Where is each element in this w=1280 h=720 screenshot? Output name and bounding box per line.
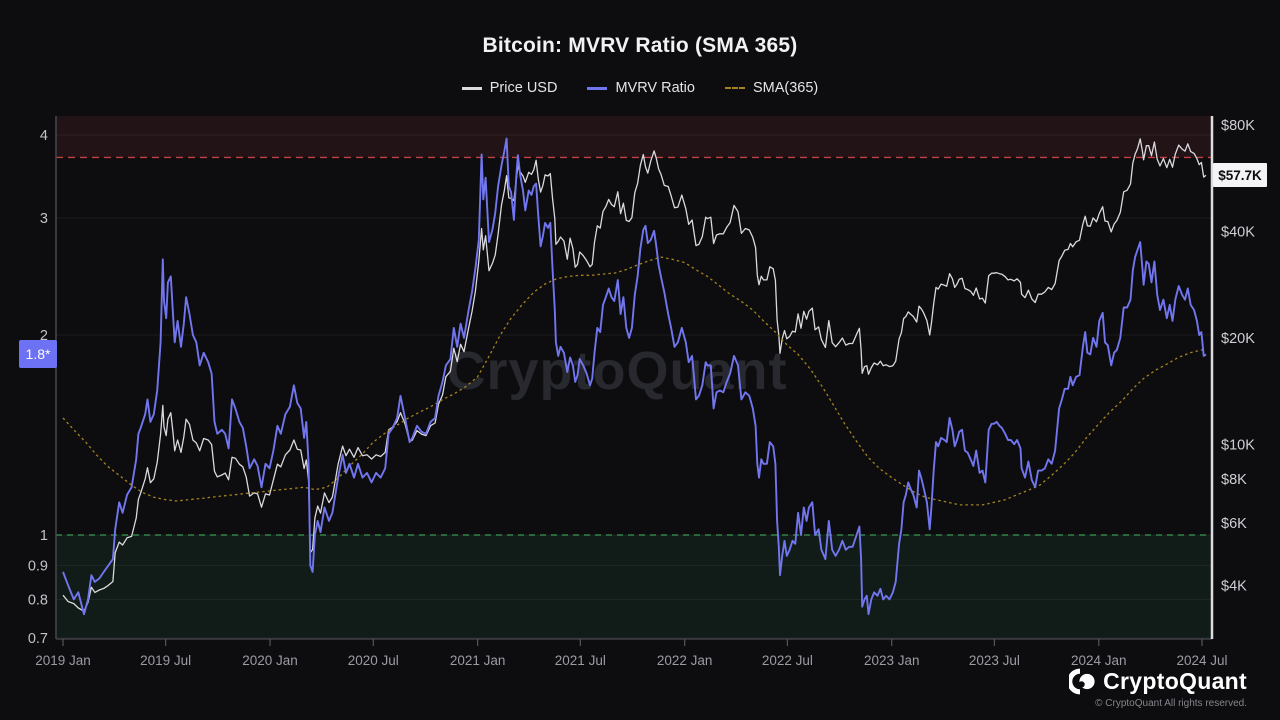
y-axis-left-tick-label: 0.7: [28, 631, 48, 647]
sma-line-swatch-icon: [724, 87, 745, 89]
y-axis-right-tick-label: $40K: [1221, 225, 1255, 241]
y-axis-left-tick-label: 3: [40, 211, 48, 227]
x-axis-tick-label: 2020 Jan: [242, 653, 298, 668]
y-axis-left-tick-label: 0.8: [28, 592, 48, 608]
legend-label-sma365: SMA(365): [752, 80, 819, 96]
y-axis-left-tick-label: 0.9: [28, 558, 48, 574]
y-axis-right-tick-label: $80K: [1221, 118, 1255, 134]
y-axis-left-tick-label: 4: [40, 128, 48, 144]
mvrv-current-value-badge: 1.8*: [19, 340, 57, 369]
x-axis-tick-label: 2024 Jan: [1071, 653, 1127, 668]
y-axis-right-tick-label: $10K: [1221, 438, 1255, 454]
x-axis-tick-label: 2021 Jan: [450, 653, 506, 668]
legend-item-mvrv-ratio[interactable]: MVRV Ratio: [587, 80, 695, 96]
y-axis-right-tick-label: $4K: [1221, 578, 1247, 594]
y-axis-right-tick-label: $6K: [1221, 516, 1247, 532]
mvrv-ratio-series-line: [62, 137, 1207, 616]
x-axis-tick-label: 2023 Jan: [864, 653, 920, 668]
sma365-series-line: [62, 256, 1207, 506]
x-axis-tick-label: 2021 Jul: [555, 653, 606, 668]
footer-brand-name: CryptoQuant: [1103, 668, 1247, 694]
x-axis-tick-label: 2019 Jan: [35, 653, 91, 668]
y-axis-left-tick-label: 2: [40, 328, 48, 344]
chart-legend: Price USD MVRV Ratio SMA(365): [0, 80, 1280, 96]
price-line-swatch-icon: [461, 86, 482, 90]
footer-brand-block: CryptoQuant © CryptoQuant All rights res…: [1069, 668, 1247, 709]
legend-item-sma365[interactable]: SMA(365): [724, 80, 819, 96]
x-axis-tick-label: 2022 Jan: [657, 653, 713, 668]
legend-item-price-usd[interactable]: Price USD: [461, 80, 558, 96]
x-axis-tick-label: 2022 Jul: [762, 653, 813, 668]
mvrv-line-swatch-icon: [587, 86, 608, 90]
footer-copyright: © CryptoQuant All rights reserved.: [1095, 698, 1247, 709]
cryptoquant-logo-icon: [1069, 668, 1095, 695]
x-axis-tick-label: 2020 Jul: [348, 653, 399, 668]
overvalued-band: [56, 116, 1212, 158]
price-current-value-badge: $57.7K: [1213, 163, 1267, 188]
undervalued-band: [56, 535, 1212, 639]
price-usd-series-line: [62, 138, 1207, 612]
y-axis-right-tick-label: $8K: [1221, 472, 1247, 488]
y-axis-right-tick-label: $20K: [1221, 331, 1255, 347]
x-axis-tick-label: 2023 Jul: [969, 653, 1020, 668]
x-axis-tick-label: 2024 Jul: [1176, 653, 1227, 668]
y-axis-left-tick-label: 1: [40, 528, 48, 544]
legend-label-price-usd: Price USD: [489, 80, 558, 96]
page-title: Bitcoin: MVRV Ratio (SMA 365): [482, 34, 798, 57]
legend-label-mvrv-ratio: MVRV Ratio: [615, 80, 695, 96]
x-axis-tick-label: 2019 Jul: [140, 653, 191, 668]
